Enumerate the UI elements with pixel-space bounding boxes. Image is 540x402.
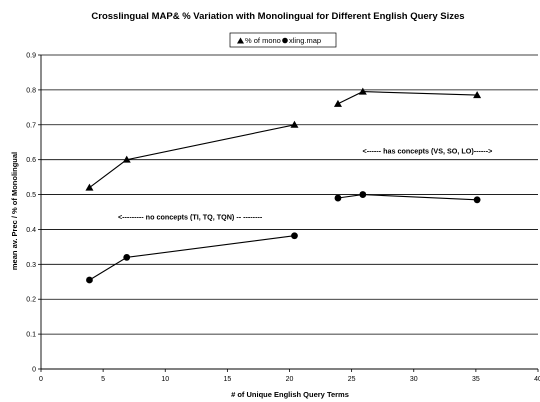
x-tick-label-1: 5 (101, 376, 105, 383)
point-xling-0-0 (86, 276, 93, 284)
legend-label-mono: % of mono (245, 36, 281, 45)
x-tick-labels: 0 5 10 15 20 25 30 35 40 (39, 376, 540, 383)
point-xling-0-2 (291, 232, 298, 240)
point-xling-1-2 (473, 196, 481, 204)
series-line-xling-0 (89, 235, 295, 281)
y-tick-label-1: 0.1 (26, 332, 36, 339)
point-mono-0-2 (290, 120, 299, 128)
y-tick-label-5: 0.5 (26, 192, 36, 199)
x-tick-label-8: 40 (534, 376, 540, 383)
x-tick-label-5: 25 (348, 376, 356, 383)
y-tick-labels: 0 0.1 0.2 0.3 0.4 0.5 0.6 0.7 0.8 0.9 (26, 53, 36, 374)
y-axis-title: mean av. Prec / % of Monolingual (10, 152, 19, 270)
legend-triangle-icon (237, 37, 244, 44)
annotation-0: <------ has concepts (VS, SO, LO)------> (363, 146, 493, 155)
y-tick-label-3: 0.3 (26, 262, 36, 269)
legend: % of mono xling.map (229, 32, 337, 48)
point-xling-0-1 (123, 253, 131, 261)
legend-circle-icon (282, 37, 288, 44)
y-tick-label-6: 0.6 (26, 157, 36, 164)
annotation-1: <--------- no concepts (TI, TQ, TQN) -- … (118, 213, 263, 222)
y-tick-label-7: 0.7 (26, 122, 36, 129)
point-xling-1-0 (334, 194, 342, 202)
point-mono-0-1 (122, 155, 131, 163)
x-axis-title: # of Unique English Query Terms (231, 390, 349, 399)
series-line-mono-0 (89, 124, 295, 189)
y-tick-label-8: 0.8 (26, 87, 36, 94)
chart-title: Crosslingual MAP& % Variation with Monol… (91, 11, 464, 22)
x-tick-label-4: 20 (286, 376, 294, 383)
gridlines (41, 54, 538, 335)
legend-label-xling: xling.map (289, 36, 321, 45)
y-tick-label-2: 0.2 (26, 297, 36, 304)
point-mono-1-2 (473, 91, 482, 99)
point-mono-1-1 (358, 87, 367, 95)
x-tick-label-6: 30 (410, 376, 418, 383)
y-tick-label-4: 0.4 (26, 227, 36, 234)
annotations: <------ has concepts (VS, SO, LO)------>… (118, 146, 492, 221)
point-mono-0-0 (85, 183, 94, 191)
x-tick-label-7: 35 (472, 376, 480, 383)
x-tick-label-0: 0 (39, 376, 43, 383)
series-line-mono-1 (337, 91, 478, 105)
series-lines (89, 91, 478, 281)
axes (38, 54, 539, 372)
point-xling-1-1 (359, 191, 367, 198)
series-line-xling-1 (337, 194, 478, 201)
x-tick-label-2: 10 (161, 376, 169, 383)
series-markers (85, 87, 482, 284)
y-tick-label-0: 0 (32, 367, 36, 374)
point-mono-1-0 (333, 99, 342, 107)
x-tick-label-3: 15 (223, 376, 231, 383)
y-tick-label-9: 0.9 (26, 53, 36, 60)
